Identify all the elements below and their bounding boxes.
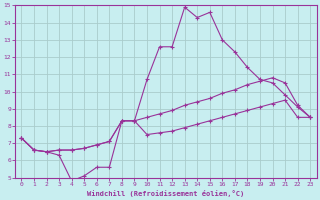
X-axis label: Windchill (Refroidissement éolien,°C): Windchill (Refroidissement éolien,°C)	[87, 190, 244, 197]
